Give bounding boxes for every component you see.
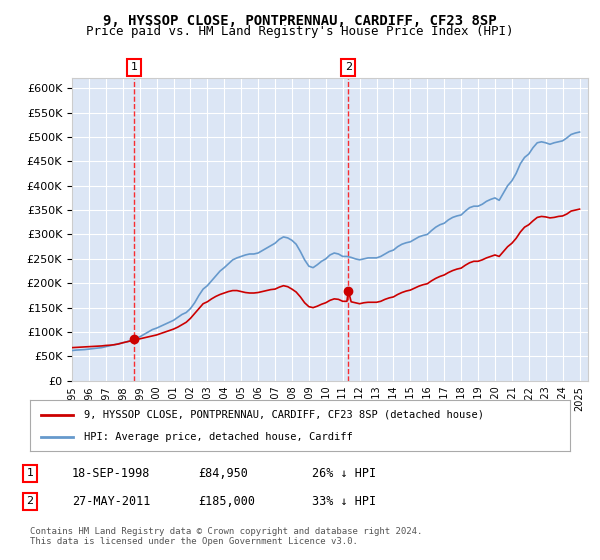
- Text: 26% ↓ HPI: 26% ↓ HPI: [312, 466, 376, 480]
- Text: 1: 1: [26, 468, 34, 478]
- Text: 1: 1: [131, 62, 137, 72]
- Text: 2: 2: [26, 496, 34, 506]
- Text: Contains HM Land Registry data © Crown copyright and database right 2024.
This d: Contains HM Land Registry data © Crown c…: [30, 526, 422, 546]
- Text: 2: 2: [345, 62, 352, 72]
- Text: £84,950: £84,950: [198, 466, 248, 480]
- Text: Price paid vs. HM Land Registry's House Price Index (HPI): Price paid vs. HM Land Registry's House …: [86, 25, 514, 38]
- Text: 9, HYSSOP CLOSE, PONTPRENNAU, CARDIFF, CF23 8SP (detached house): 9, HYSSOP CLOSE, PONTPRENNAU, CARDIFF, C…: [84, 409, 484, 419]
- Text: 33% ↓ HPI: 33% ↓ HPI: [312, 494, 376, 508]
- Text: 18-SEP-1998: 18-SEP-1998: [72, 466, 151, 480]
- Text: HPI: Average price, detached house, Cardiff: HPI: Average price, detached house, Card…: [84, 432, 353, 442]
- Text: 9, HYSSOP CLOSE, PONTPRENNAU, CARDIFF, CF23 8SP: 9, HYSSOP CLOSE, PONTPRENNAU, CARDIFF, C…: [103, 14, 497, 28]
- Text: £185,000: £185,000: [198, 494, 255, 508]
- Text: 27-MAY-2011: 27-MAY-2011: [72, 494, 151, 508]
